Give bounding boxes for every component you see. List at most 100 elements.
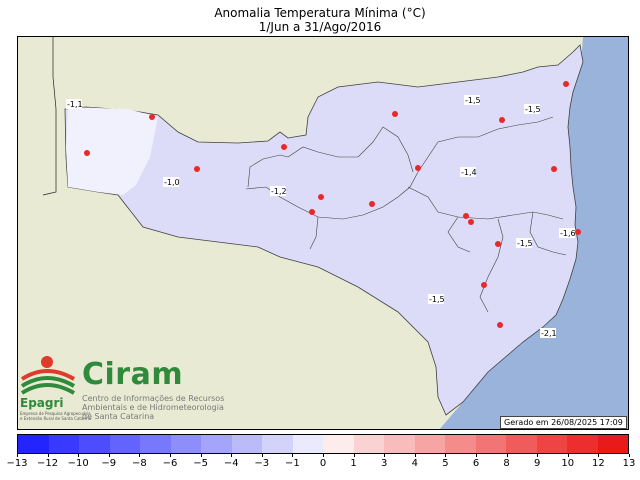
map-frame: -1,1 -1,0 -1,2 -1,5 -1,5 -1,4 -1,6 -1,5 … xyxy=(17,36,629,430)
isoline-label: -1,6 xyxy=(560,229,576,238)
ciram-subtitle: Ambientais e de Hidrometeorologia xyxy=(82,403,224,412)
station-point xyxy=(392,111,398,117)
ciram-wordmark: Ciram xyxy=(82,357,184,392)
colorbar-tick-label: 6 xyxy=(472,458,480,469)
isoline-labels: -1,1 -1,0 -1,2 -1,5 -1,5 -1,4 -1,6 -1,5 … xyxy=(66,95,576,338)
isoline-label: -1,1 xyxy=(67,100,83,109)
colorbar-tick-label: 9 xyxy=(534,458,541,469)
isoline-label: -2,1 xyxy=(541,329,557,338)
colorbar-tick-label: −8 xyxy=(132,458,147,469)
colorbar-tick xyxy=(261,454,263,457)
isoline-label: -1,2 xyxy=(271,187,287,196)
colorbar-segment xyxy=(140,435,171,453)
colorbar-segment xyxy=(384,435,415,453)
colorbar-tick-label: −13 xyxy=(6,458,28,469)
colorbar-tick xyxy=(200,454,202,457)
colorbar-segment xyxy=(506,435,537,453)
ocean xyxy=(439,37,628,429)
ciram-epagri-logo: Epagri Empresa de Pesquisa Agropecuária … xyxy=(20,355,260,421)
station-point xyxy=(281,144,287,150)
colorbar-tick xyxy=(384,454,386,457)
colorbar-tick xyxy=(323,454,324,457)
colorbar-tick-label: 4 xyxy=(411,458,418,469)
isoline-label: -1,0 xyxy=(164,178,180,187)
colorbar-tick-label: −4 xyxy=(223,458,239,469)
station-point xyxy=(309,209,315,215)
colorbar-segment xyxy=(201,435,232,453)
colorbar-tick-label: −9 xyxy=(101,458,117,469)
colorbar-segment xyxy=(170,435,201,453)
internal-borders xyxy=(245,116,567,313)
colorbar-tick xyxy=(476,454,477,457)
station-point xyxy=(551,166,557,172)
colorbar-tick-label: 13 xyxy=(622,458,636,469)
isoline-label: -1,5 xyxy=(465,96,481,105)
colorbar-tick xyxy=(78,454,80,457)
colorbar-tick xyxy=(506,454,508,457)
colorbar-segment xyxy=(262,435,293,453)
colorbar-tick xyxy=(353,454,355,457)
station-point xyxy=(415,165,421,171)
ciram-subtitle: de Santa Catarina xyxy=(82,412,155,421)
epagri-emblem-icon xyxy=(20,356,76,395)
colorbar-segment xyxy=(353,435,384,453)
state-area xyxy=(64,44,584,416)
colorbar-tick-label: −1 xyxy=(285,458,300,469)
colorbar-segment xyxy=(414,435,445,453)
colorbar-segment xyxy=(597,435,628,453)
station-point xyxy=(84,150,90,156)
station-point xyxy=(369,201,375,207)
colorbar-segment xyxy=(475,435,506,453)
colorbar-tick-label: 0 xyxy=(319,458,327,469)
epagri-caption: Empresa de Pesquisa Agropecuária xyxy=(20,411,91,416)
colorbar-tick-label: −3 xyxy=(254,458,270,469)
station-point xyxy=(563,81,569,87)
colorbar-segment xyxy=(231,435,262,453)
colorbar-segment xyxy=(292,435,323,453)
station-point xyxy=(463,213,469,219)
colorbar-tick xyxy=(170,454,171,457)
station-point xyxy=(149,114,155,120)
colorbar-tick xyxy=(292,454,294,457)
colorbar-labels: −13 −12 −10 −9 −8 −6 −5 −4 −3 −1 0 1 3 4 5 6 8 9 10 12 13 xyxy=(6,458,635,472)
colorbar-tick-label: 3 xyxy=(381,458,388,469)
station-point xyxy=(497,322,503,328)
isoline-label: -1,5 xyxy=(517,239,533,248)
colorbar-tick xyxy=(598,454,600,457)
colorbar-tick xyxy=(139,454,141,457)
colorbar-tick-label: −6 xyxy=(162,458,178,469)
ciram-subtitle: Centro de Informações de Recursos xyxy=(82,394,225,403)
colorbar-tick xyxy=(537,454,539,457)
generated-timestamp: Gerado em 26/08/2025 17:09 xyxy=(500,416,627,429)
epagri-caption: e Extensão Rural de Santa Catarina xyxy=(20,416,92,421)
colorbar xyxy=(17,434,629,454)
colorbar-segment xyxy=(323,435,354,453)
lighter-anomaly-zone xyxy=(66,107,158,195)
station-point xyxy=(194,166,200,172)
isoline-label: -1,5 xyxy=(429,295,445,304)
colorbar-tick-label: 5 xyxy=(442,458,449,469)
map-canvas: -1,1 -1,0 -1,2 -1,5 -1,5 -1,4 -1,6 -1,5 … xyxy=(18,37,628,429)
map-subtitle: 1/Jun a 31/Ago/2016 xyxy=(258,20,382,34)
isoline-label: -1,4 xyxy=(461,168,477,177)
colorbar-tick-label: 12 xyxy=(592,458,605,469)
colorbar-segment xyxy=(109,435,140,453)
colorbar-tick xyxy=(47,454,49,457)
colorbar-tick xyxy=(231,454,233,457)
colorbar-tick-label: −10 xyxy=(67,458,89,469)
station-point xyxy=(318,194,324,200)
station-point xyxy=(495,241,501,247)
colorbar-tick xyxy=(108,454,110,457)
colorbar-tick xyxy=(567,454,569,457)
colorbar-segment xyxy=(79,435,110,453)
colorbar-tick xyxy=(17,454,18,457)
colorbar-segment xyxy=(567,435,598,453)
station-point xyxy=(575,229,581,235)
colorbar-segment xyxy=(536,435,567,453)
country-border xyxy=(42,37,57,196)
station-point xyxy=(499,117,505,123)
station-point xyxy=(481,282,487,288)
epagri-wordmark: Epagri xyxy=(20,396,64,410)
colorbar-tick-label: 1 xyxy=(350,458,357,469)
colorbar-segment xyxy=(18,435,49,453)
